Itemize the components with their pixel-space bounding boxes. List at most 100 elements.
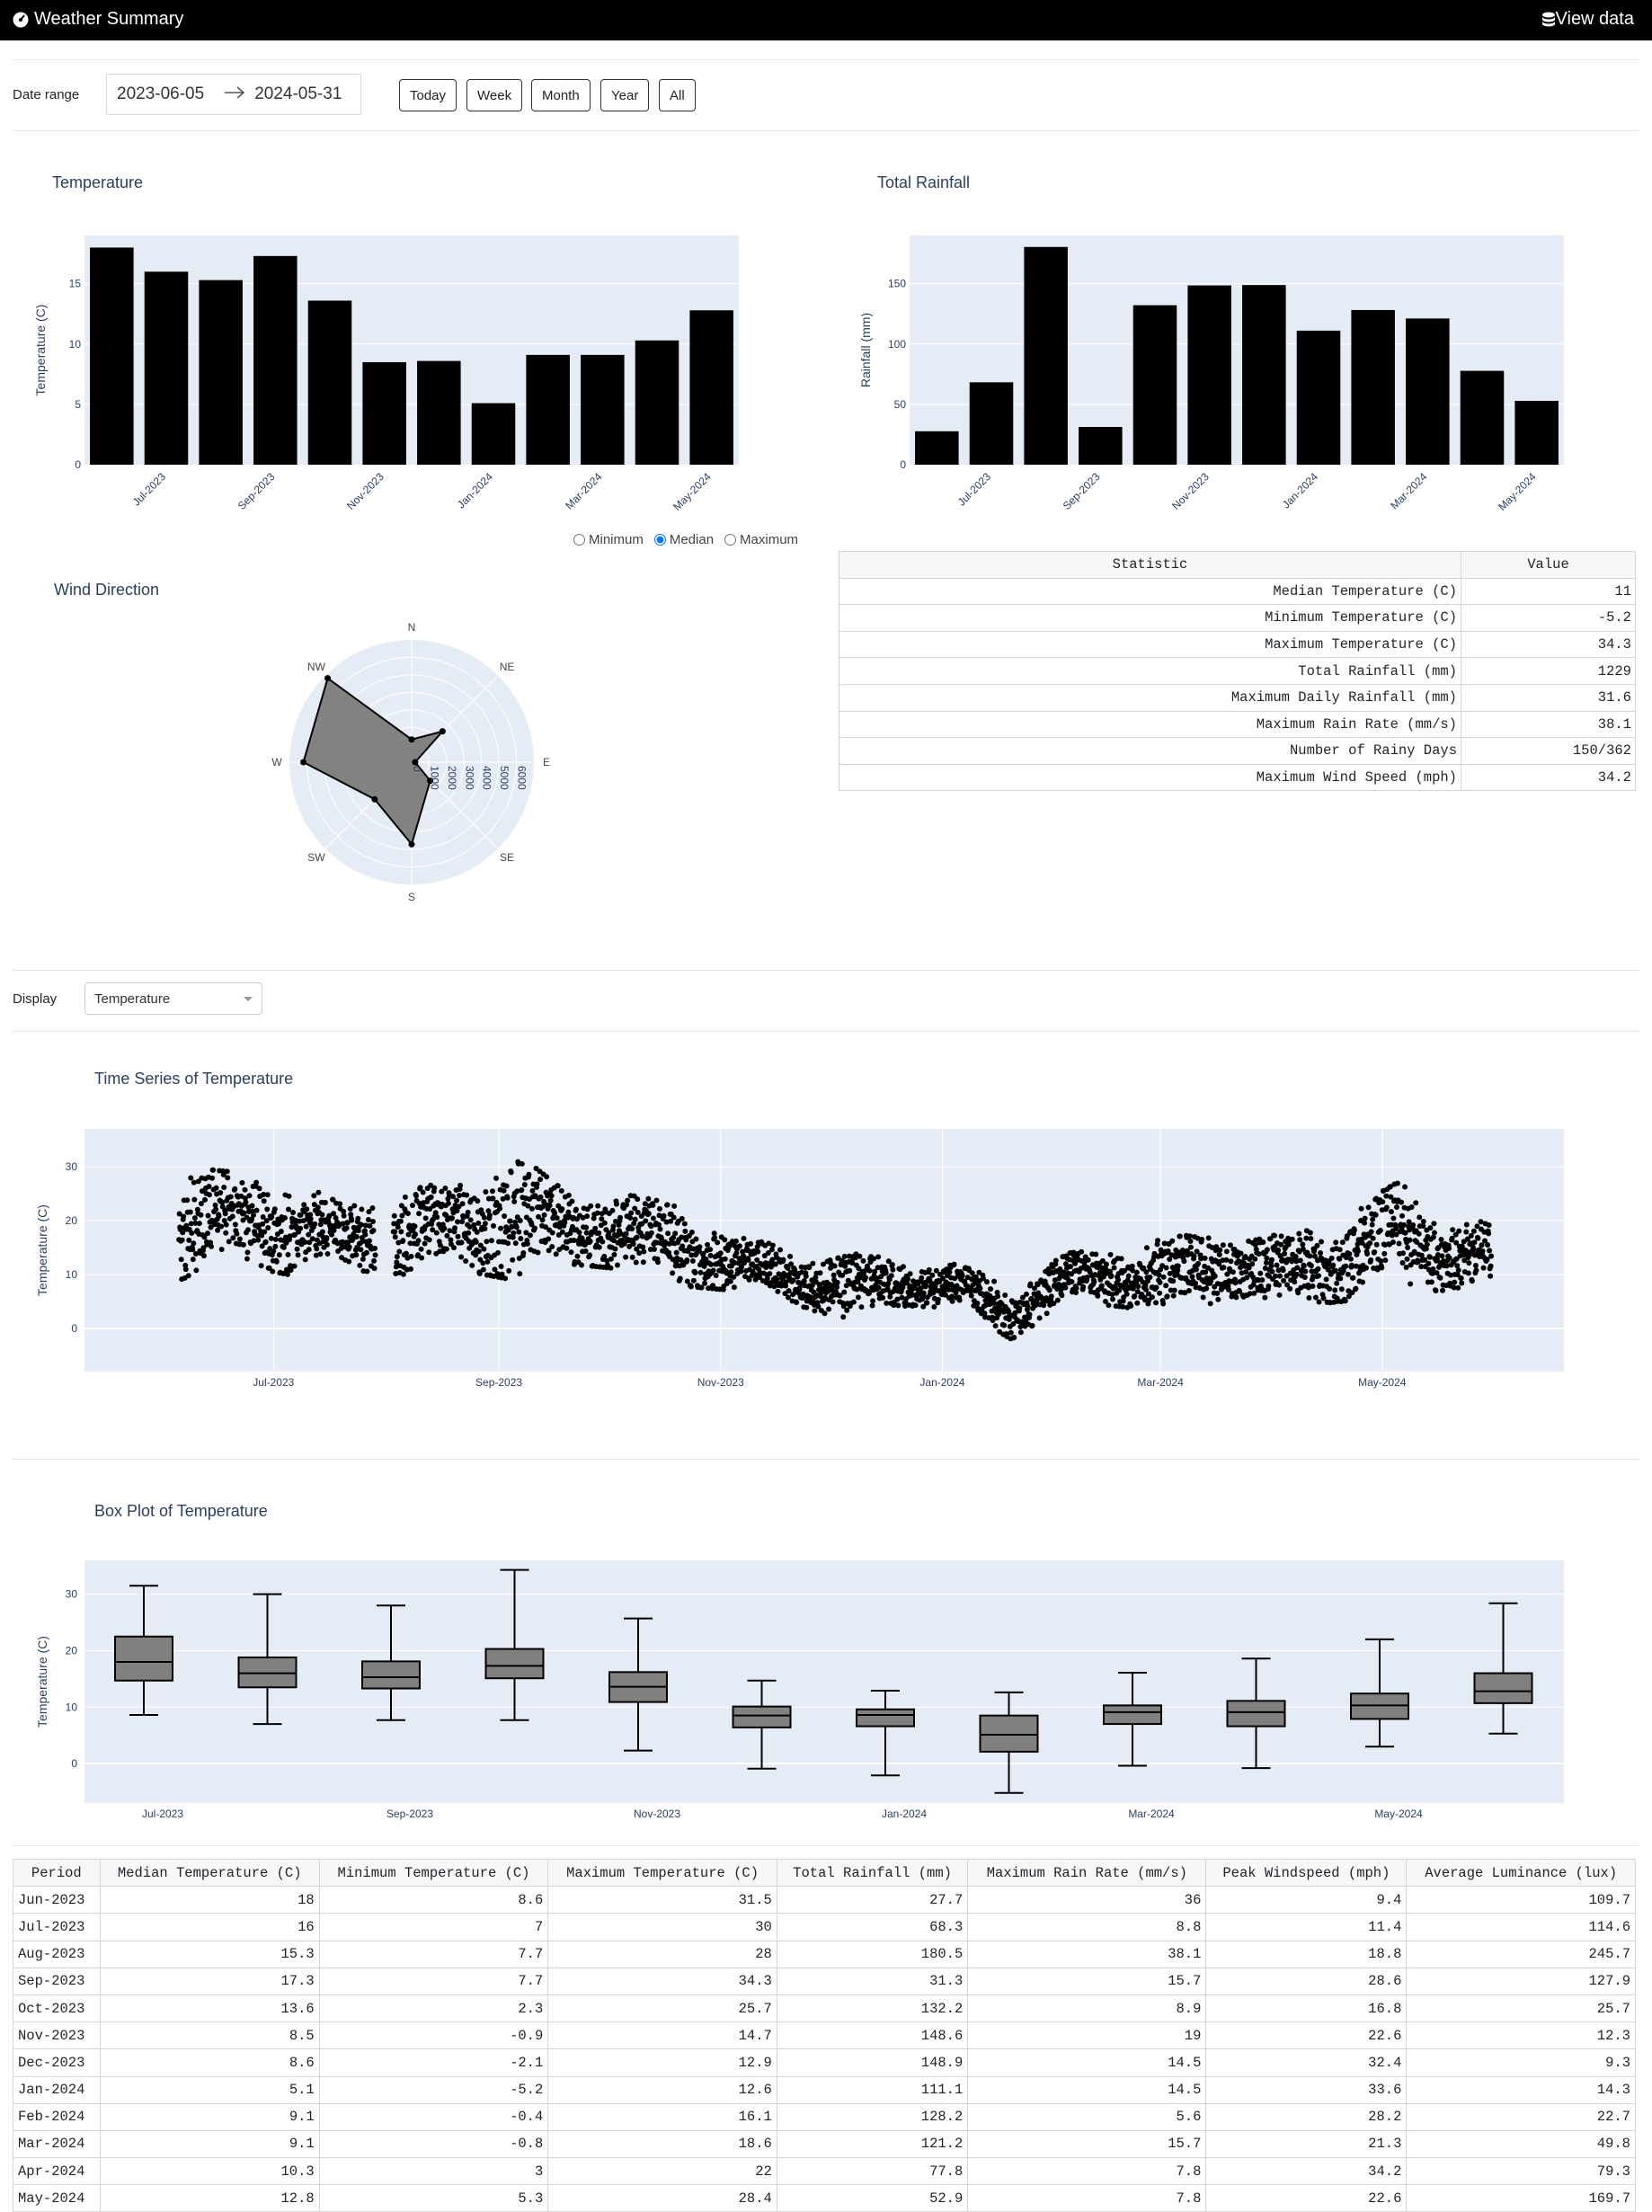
wind-point[interactable] — [324, 675, 332, 682]
box[interactable] — [484, 1568, 545, 1721]
temperature-bar-chart: 0 5 10 15 Jul-2023 Sep-2023 Nov-2023 Jan-2024 Ma… — [33, 235, 739, 513]
bar[interactable] — [362, 361, 406, 465]
month-button[interactable]: Month — [531, 79, 591, 111]
radio-median[interactable]: Median — [653, 532, 714, 547]
bar[interactable] — [526, 354, 570, 465]
scatter-point — [628, 1210, 635, 1216]
bar[interactable] — [90, 247, 134, 465]
scatter-point — [358, 1247, 364, 1253]
year-button[interactable]: Year — [600, 79, 650, 111]
scatter-point — [1387, 1184, 1393, 1190]
scatter-point — [1252, 1256, 1258, 1262]
wind-point[interactable] — [300, 759, 307, 766]
bar[interactable] — [1351, 309, 1395, 465]
scatter-point — [576, 1230, 582, 1236]
wind-point[interactable] — [439, 728, 446, 735]
bar[interactable] — [253, 255, 298, 465]
box[interactable] — [361, 1604, 421, 1721]
y-tick-label: 0 — [71, 1757, 77, 1770]
bar[interactable] — [307, 300, 352, 465]
wind-point[interactable] — [408, 736, 415, 743]
scatter-point — [633, 1259, 639, 1266]
display-select[interactable]: Temperature — [84, 982, 262, 1015]
end-date-input[interactable]: 2024-05-31 — [254, 84, 342, 103]
bar[interactable] — [1514, 401, 1559, 465]
scatter-point — [1308, 1236, 1314, 1242]
scatter-point — [363, 1249, 369, 1256]
bar[interactable] — [1187, 285, 1231, 465]
today-button[interactable]: Today — [399, 79, 457, 111]
table-cell: 18 — [99, 1886, 320, 1914]
view-data-link[interactable]: View data — [1541, 9, 1634, 30]
wind-point[interactable] — [408, 840, 415, 848]
scatter-point — [397, 1218, 404, 1224]
scatter-point — [1238, 1250, 1244, 1257]
box[interactable] — [732, 1679, 792, 1770]
start-date-input[interactable]: 2023-06-05 — [117, 84, 205, 103]
scatter-point — [1259, 1276, 1266, 1283]
table-cell: Aug-2023 — [13, 1940, 101, 1968]
scatter-point — [1302, 1268, 1309, 1275]
table-cell: 34.3 — [547, 1967, 777, 1995]
week-button[interactable]: Week — [466, 79, 523, 111]
radio-minimum[interactable]: Minimum — [573, 532, 644, 547]
box[interactable] — [608, 1617, 668, 1752]
scatter-point — [1084, 1275, 1090, 1281]
scatter-point — [269, 1213, 275, 1220]
scatter-point — [875, 1284, 882, 1291]
box[interactable] — [1226, 1657, 1286, 1770]
arrow-right-icon — [224, 84, 245, 104]
bar[interactable] — [1079, 426, 1123, 465]
bar[interactable] — [1460, 370, 1505, 465]
box[interactable] — [1473, 1602, 1533, 1735]
scatter-point — [543, 1224, 549, 1230]
box[interactable] — [237, 1593, 298, 1726]
wind-direction-radar-chart: N NE E SE S SW W NW 0 1000 2000 3000 4000 5000 6000 — [271, 621, 550, 903]
bar[interactable] — [417, 360, 461, 465]
all-button[interactable]: All — [659, 79, 696, 111]
bar[interactable] — [1242, 285, 1286, 465]
wind-point[interactable] — [412, 759, 419, 766]
bar[interactable] — [969, 382, 1014, 465]
wind-point[interactable] — [427, 777, 434, 785]
wind-point[interactable] — [371, 795, 378, 803]
radio-maximum-input[interactable] — [724, 534, 737, 546]
scatter-point — [661, 1213, 667, 1219]
box[interactable] — [979, 1691, 1039, 1794]
bar[interactable] — [144, 271, 189, 465]
bar[interactable] — [471, 403, 516, 465]
radio-maximum[interactable]: Maximum — [724, 532, 798, 547]
y-tick-label: 20 — [66, 1644, 78, 1657]
bar[interactable] — [915, 431, 959, 465]
box[interactable] — [114, 1585, 173, 1717]
bar[interactable] — [689, 310, 733, 465]
bar[interactable] — [1406, 318, 1450, 465]
table-cell: 12.8 — [99, 2184, 320, 2212]
box[interactable] — [1350, 1638, 1409, 1748]
scatter-point — [1469, 1278, 1475, 1284]
bar[interactable] — [1024, 246, 1068, 465]
box[interactable] — [856, 1690, 915, 1777]
box[interactable] — [1103, 1671, 1162, 1767]
scatter-point — [1449, 1235, 1455, 1241]
scatter-point — [324, 1241, 330, 1248]
table-cell: 8.6 — [318, 1886, 549, 1914]
bar[interactable] — [581, 354, 625, 465]
scatter-point — [529, 1187, 536, 1194]
scatter-point — [946, 1286, 952, 1293]
scatter-point — [860, 1257, 866, 1264]
scatter-point — [348, 1212, 354, 1218]
scatter-point — [702, 1280, 708, 1286]
scatter-point — [557, 1220, 564, 1226]
bar[interactable] — [1296, 330, 1341, 465]
bar[interactable] — [635, 340, 679, 465]
radio-minimum-input[interactable] — [573, 534, 585, 546]
gauge-icon — [13, 12, 29, 28]
bar[interactable] — [199, 280, 243, 465]
scatter-point — [1155, 1238, 1161, 1244]
scatter-point — [422, 1215, 429, 1221]
radio-median-input[interactable] — [653, 534, 666, 546]
scatter-point — [210, 1167, 217, 1173]
date-range-picker[interactable]: 2023-06-05 2024-05-31 — [106, 74, 361, 115]
bar[interactable] — [1132, 305, 1177, 465]
